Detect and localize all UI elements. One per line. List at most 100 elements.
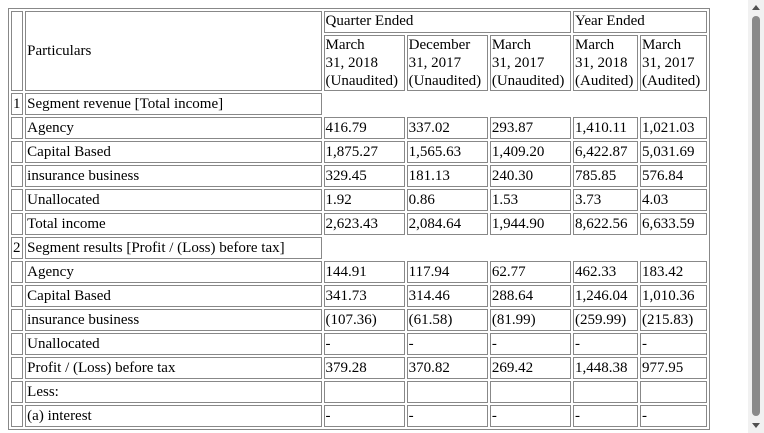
column-header-line: (Audited) [575,73,634,89]
value-cell: 576.84 [639,165,707,187]
segment-table: Particulars Quarter Ended Year Ended Mar… [8,8,710,430]
header-cell: Quarter Ended [323,11,572,33]
value-cell: 8,622.56 [573,213,638,235]
value-cell: 1,448.38 [573,357,638,379]
value-cell: 785.85 [573,165,638,187]
row-label: Profit / (Loss) before tax [25,357,322,379]
value-cell: 1,021.03 [639,117,707,139]
value-cell: - [639,333,707,355]
row-label: Segment revenue [Total income] [25,93,322,115]
table-row: 2 Segment results [Profit / (Loss) before… [11,237,707,259]
empty-cell [323,381,405,403]
row-label: Unallocated [25,189,322,211]
row-label: Total income [25,213,322,235]
value-cell: 1,010.36 [639,285,707,307]
value-cell: - [573,333,638,355]
row-label: Agency [25,261,322,283]
value-cell: 240.30 [489,165,572,187]
empty-cell [489,381,572,403]
value-cell: - [406,405,488,427]
value-cell: 2,084.64 [406,213,488,235]
column-header-line: (Audited) [641,73,701,89]
header-cell: Particulars [25,11,322,91]
row-number [11,213,24,235]
column-header-line: March [575,37,615,53]
table-body: Particulars Quarter Ended Year Ended Mar… [11,11,707,427]
value-cell: - [489,333,572,355]
value-cell: 117.94 [406,261,488,283]
column-header-line: March [491,37,531,53]
value-cell: 462.33 [573,261,638,283]
table-row: Capital Based 1,875.27 1,565.63 1,409.20 6,4… [11,141,707,163]
column-header: March 31, 2017 (Audited) [639,35,707,91]
value-cell: 144.91 [323,261,405,283]
row-number [11,309,24,331]
row-label: (a) interest [25,405,322,427]
value-cell: 977.95 [639,357,707,379]
value-cell: 1,410.11 [573,117,638,139]
column-header-line: 31, 2017 [408,55,462,71]
value-cell: - [489,405,572,427]
table-row: Unallocated 1.92 0.86 1.53 3.73 4.03 [11,189,707,211]
value-cell: 4.03 [639,189,707,211]
value-cell: 1,246.04 [573,285,638,307]
value-cell: 293.87 [489,117,572,139]
scroll-thumb[interactable] [752,16,760,416]
value-cell: 1,565.63 [406,141,488,163]
column-header-line: 31, 2018 [575,55,628,71]
row-label: Agency [25,117,322,139]
table-row: Agency 416.79 337.02 293.87 1,410.11 1,021.03 [11,117,707,139]
row-label: Unallocated [25,333,322,355]
value-cell: 370.82 [406,357,488,379]
column-header-line: December [408,37,471,53]
header-row: March 31, 2018 (Unaudited) December 31, 2017… [11,35,707,91]
value-cell: 3.73 [573,189,638,211]
row-number [11,405,24,427]
value-cell: 5,031.69 [639,141,707,163]
column-header-line: 31, 2017 [491,55,545,71]
scroll-up[interactable] [752,5,760,10]
row-label: insurance business [25,165,322,187]
value-cell: (259.99) [573,309,638,331]
column-header: March 31, 2017 (Unaudited) [489,35,572,91]
value-cell: 1.53 [489,189,572,211]
value-cell: 0.86 [406,189,488,211]
row-number [11,165,24,187]
scroll-down[interactable] [752,423,760,428]
column-header-line: (Unaudited) [491,73,565,89]
value-cell: 329.45 [323,165,405,187]
value-cell: - [573,405,638,427]
value-cell: 62.77 [489,261,572,283]
value-cell: - [639,405,707,427]
column-header-line: 31, 2017 [641,55,695,71]
column-header-line: March [641,37,682,53]
value-cell: (215.83) [639,309,707,331]
table-row: Total income 2,623.43 2,084.64 1,944.90 8,62… [11,213,707,235]
value-cell: - [406,333,488,355]
table-row: (a) interest - - - - - [11,405,707,427]
table-row: Profit / (Loss) before tax 379.28 370.82 26… [11,357,707,379]
header-cell [11,11,24,91]
value-cell: 379.28 [323,357,405,379]
row-number [11,261,24,283]
column-header: December 31, 2017 (Unaudited) [406,35,488,91]
value-cell: - [323,333,405,355]
table-row: Less: [11,381,707,403]
scrollbar[interactable] [748,0,764,433]
column-header-line: 31, 2018 [325,55,379,71]
value-cell: 1.92 [323,189,405,211]
value-cell: 341.73 [323,285,405,307]
row-number [11,189,24,211]
value-cell: 6,422.87 [573,141,638,163]
row-label: Capital Based [25,285,322,307]
row-number [11,357,24,379]
value-cell: 337.02 [406,117,488,139]
row-label: Less: [25,381,322,403]
value-cell: (107.36) [323,309,405,331]
table-row: insurance business (107.36) (61.58) (81.99)… [11,309,707,331]
value-cell: 1,875.27 [323,141,405,163]
row-number: 2 [11,237,24,259]
value-cell: 288.64 [489,285,572,307]
value-cell: - [323,405,405,427]
